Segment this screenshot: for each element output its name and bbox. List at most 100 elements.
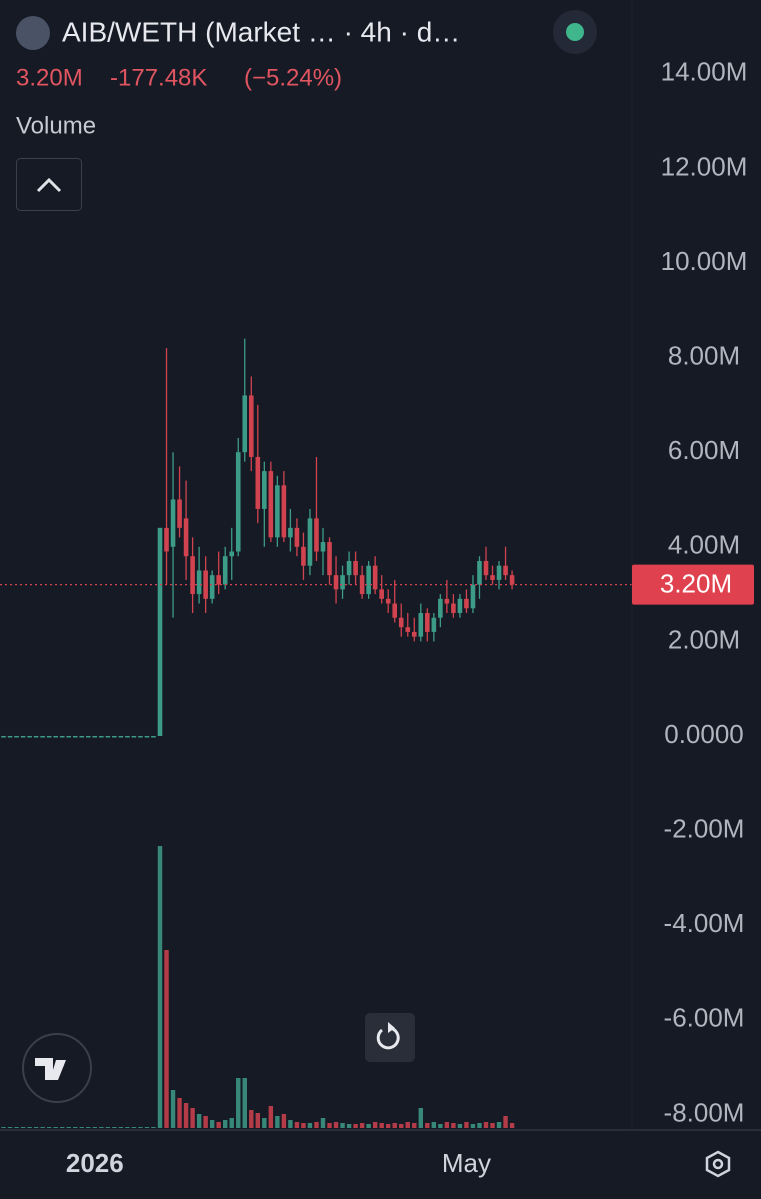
volume-bar (249, 1110, 254, 1128)
candle-body (385, 598, 391, 604)
candle-body (438, 598, 443, 618)
volume-bar (503, 1116, 508, 1128)
candle-body (46, 735, 52, 738)
volume-bar (509, 1123, 515, 1128)
volume-bar (262, 1118, 267, 1128)
candle-body (164, 527, 169, 552)
reset-icon (376, 1026, 400, 1050)
volume-bar (46, 1127, 52, 1128)
volume-bar (73, 1127, 78, 1128)
candle-body (509, 575, 515, 585)
volume-bar (392, 1123, 397, 1128)
candle-body (170, 499, 176, 547)
y-tick-label: 10.00M (661, 246, 748, 276)
candle-body (27, 735, 32, 738)
candle-body (288, 527, 293, 538)
candle-body (346, 560, 352, 576)
volume-bar (255, 1113, 260, 1128)
volume-bar (457, 1124, 463, 1128)
settings-icon-center (712, 1158, 724, 1170)
y-tick-label: -8.00M (664, 1097, 745, 1127)
candle-body (196, 570, 202, 595)
candle-body (216, 575, 221, 585)
candle-body (183, 518, 189, 557)
candle-body (92, 735, 98, 738)
candle-body (372, 565, 378, 590)
candle-body (99, 735, 104, 738)
symbol-title[interactable]: AIB/WETH (Market … · 4h · d… (62, 16, 460, 47)
volume-bar (399, 1124, 404, 1128)
candle-body (483, 560, 489, 576)
volume-bar (490, 1123, 495, 1128)
y-tick-label: 8.00M (668, 340, 740, 370)
volume-bar (40, 1127, 45, 1128)
volume-bar (105, 1127, 111, 1128)
y-tick-label: 12.00M (661, 151, 748, 181)
candle-body (53, 735, 58, 738)
volume-bar (1, 1127, 6, 1128)
candle-body (418, 613, 424, 637)
price-tag-label: 3.20M (660, 569, 732, 599)
candle-body (425, 613, 430, 632)
candle-body (33, 735, 39, 738)
candle-body (14, 735, 19, 738)
candle-body (275, 485, 280, 538)
candle-body (209, 575, 215, 599)
candle-body (262, 471, 267, 509)
last-price: 3.20M (16, 64, 83, 91)
indicator-label[interactable]: Volume (16, 112, 96, 139)
change-pct: (−5.24%) (244, 64, 342, 91)
volume-bar (209, 1120, 215, 1128)
volume-bar (314, 1122, 319, 1128)
candle-body (314, 518, 319, 552)
change: -177.48K (110, 64, 207, 91)
volume-bar (79, 1127, 84, 1128)
volume-bar (268, 1106, 274, 1128)
volume-bar (294, 1122, 300, 1128)
y-tick-label: -2.00M (664, 813, 745, 843)
y-tick-label: -4.00M (664, 908, 745, 938)
candle-body (66, 735, 72, 738)
chevron-icon (36, 177, 62, 193)
volume-bar (216, 1122, 221, 1128)
reset-arrow (388, 1022, 395, 1033)
reset-button[interactable] (365, 1013, 415, 1062)
candle-body (105, 735, 111, 738)
candle-body (190, 556, 195, 595)
candle-body (451, 603, 456, 614)
candle-body (79, 735, 85, 738)
collapse-button[interactable] (16, 158, 82, 211)
settings-icon[interactable] (705, 1150, 731, 1178)
candle-body (503, 565, 508, 576)
y-tick-label: 6.00M (668, 435, 740, 465)
volume-bar (242, 1078, 247, 1128)
volume-bar (92, 1127, 97, 1128)
volume-bar (27, 1127, 32, 1128)
candle-body (144, 735, 150, 738)
volume-bar (464, 1122, 469, 1128)
candle-body (405, 627, 411, 632)
status-dot (566, 23, 584, 41)
candle-body (496, 565, 502, 580)
volume-bar (301, 1123, 306, 1128)
x-tick-label: May (442, 1148, 491, 1178)
volume-bar (60, 1127, 65, 1128)
candle-body (411, 631, 417, 637)
volume-bar (366, 1124, 371, 1128)
candle-body (470, 584, 476, 609)
candle-body (444, 598, 450, 604)
y-tick-label: 2.00M (668, 624, 740, 654)
candle-body (457, 598, 463, 614)
symbol-avatar[interactable] (16, 16, 50, 50)
candle-body (327, 542, 332, 576)
volume-bar (359, 1123, 365, 1128)
volume-bar (190, 1108, 195, 1128)
candle-body (431, 617, 437, 632)
candle-body (118, 735, 124, 738)
volume-bar (164, 950, 169, 1128)
candle-body (320, 542, 326, 552)
volume-bar (33, 1127, 39, 1128)
volume-bar (425, 1123, 430, 1128)
candle-body (398, 617, 404, 628)
volume-bar (7, 1127, 13, 1128)
